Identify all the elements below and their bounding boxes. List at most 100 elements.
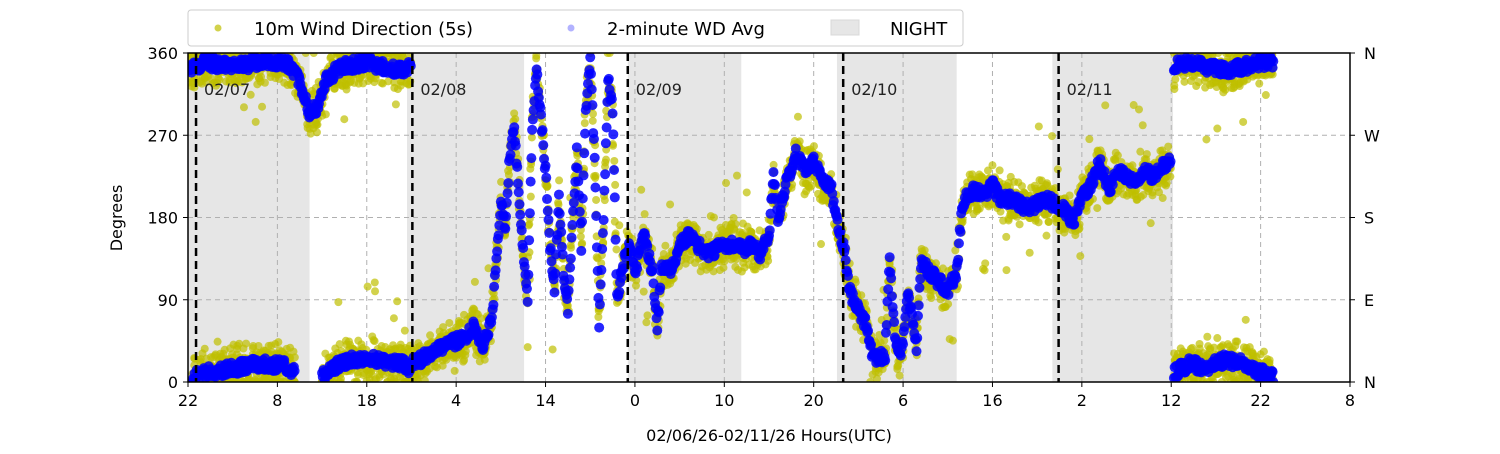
wd-avg-point (601, 138, 611, 148)
wd-avg-point (599, 215, 609, 225)
wd5s-point (242, 340, 250, 348)
wd5s-point (611, 181, 619, 189)
wd5s-point (461, 351, 469, 359)
wd-avg-point (599, 186, 609, 196)
wd-avg-point (554, 190, 564, 200)
wd-avg-point (488, 300, 498, 310)
wd-avg-point (491, 265, 501, 275)
wd5s-point (343, 85, 351, 93)
wd-avg-point (514, 199, 524, 209)
wd5s-point (1048, 132, 1056, 140)
wd-avg-point (566, 254, 576, 264)
wd-avg-point (589, 134, 599, 144)
wd5s-point (591, 174, 599, 182)
wd5s-point (313, 128, 321, 136)
wd-avg-point (513, 178, 523, 188)
wd-avg-point (515, 210, 525, 220)
wd-avg-point (556, 227, 566, 237)
wd5s-point (794, 113, 802, 121)
wd-avg-point (608, 108, 618, 118)
wd5s-point (817, 240, 825, 248)
wd5s-point (927, 294, 935, 302)
wd5s-point (201, 345, 209, 353)
wd-avg-point (483, 330, 493, 340)
wd5s-point (1135, 105, 1143, 113)
wd-avg-point (575, 207, 585, 217)
wd-avg-point (522, 284, 532, 294)
wd-avg-point (567, 233, 577, 243)
wd5s-point (252, 118, 260, 126)
wd-avg-point (655, 283, 665, 293)
wd-avg-point (501, 211, 511, 221)
wd5s-point (589, 117, 597, 125)
wd5s-point (610, 157, 618, 165)
wd-avg-point (517, 225, 527, 235)
wd-avg-point (526, 153, 536, 163)
wd-avg-point (532, 69, 542, 79)
wd5s-point (710, 213, 718, 221)
wd-avg-point (579, 148, 589, 158)
wd-avg-point (587, 100, 597, 110)
wd-avg-point (604, 74, 614, 84)
wd5s-point (988, 161, 996, 169)
wd5s-point (555, 176, 563, 184)
wd5s-point (981, 266, 989, 274)
wd5s-point (810, 142, 818, 150)
wd5s-point (1016, 220, 1024, 228)
wd5s-point (261, 79, 269, 87)
wd5s-point (1213, 334, 1221, 342)
wd5s-point (637, 186, 645, 194)
wd5s-point (641, 210, 649, 218)
wd5s-point (880, 337, 888, 345)
wd5s-point (1202, 135, 1210, 143)
wd5s-point (1242, 316, 1250, 324)
wd5s-point (1101, 101, 1109, 109)
wd-avg-point (587, 84, 597, 94)
wd5s-point (258, 103, 266, 111)
wd-avg-point (503, 178, 513, 188)
wd-avg-point (654, 307, 664, 317)
wd-avg-point (538, 140, 548, 150)
wd5s-point (1139, 121, 1147, 129)
wd-avg-point (523, 297, 533, 307)
wd-avg-point (536, 109, 546, 119)
wd-avg-point (564, 286, 574, 296)
wd5s-point (896, 372, 904, 380)
wd5s-point (722, 179, 730, 187)
wd-avg-point (595, 299, 605, 309)
wd5s-point (1093, 204, 1101, 212)
wd5s-point (371, 278, 379, 286)
wd-avg-point (492, 246, 502, 256)
wd5s-point (1143, 150, 1151, 158)
wd5s-point (581, 119, 589, 127)
wd5s-point (240, 103, 248, 111)
wd-avg-point (542, 194, 552, 204)
wd-avg-point (608, 129, 618, 139)
wd-avg-point (607, 94, 617, 104)
wd-avg-point (526, 177, 536, 187)
wd5s-point (1076, 252, 1084, 260)
wd-avg-point (511, 141, 521, 151)
wd-avg-point (506, 150, 516, 160)
wd-avg-point (525, 208, 535, 218)
wd-avg-point (564, 274, 574, 284)
wd5s-point (524, 343, 532, 351)
wd5s-point (944, 300, 952, 308)
wd5s-point (1042, 232, 1050, 240)
wd5s-point (996, 166, 1004, 174)
wd5s-point (1085, 135, 1093, 143)
wd5s-point (1147, 219, 1155, 227)
wd5s-point (666, 200, 674, 208)
wd-avg-point (585, 52, 595, 62)
wd5s-point (1035, 218, 1043, 226)
wd5s-point (371, 287, 379, 295)
wd-avg-point (514, 187, 524, 197)
wd5s-point (1171, 75, 1179, 83)
wd-avg-point (489, 282, 499, 292)
wd5s-point (274, 338, 282, 346)
wd-avg-point (596, 265, 606, 275)
wd5s-point (371, 337, 379, 345)
wd5s-point (705, 231, 713, 239)
wd5s-point (1170, 85, 1178, 93)
